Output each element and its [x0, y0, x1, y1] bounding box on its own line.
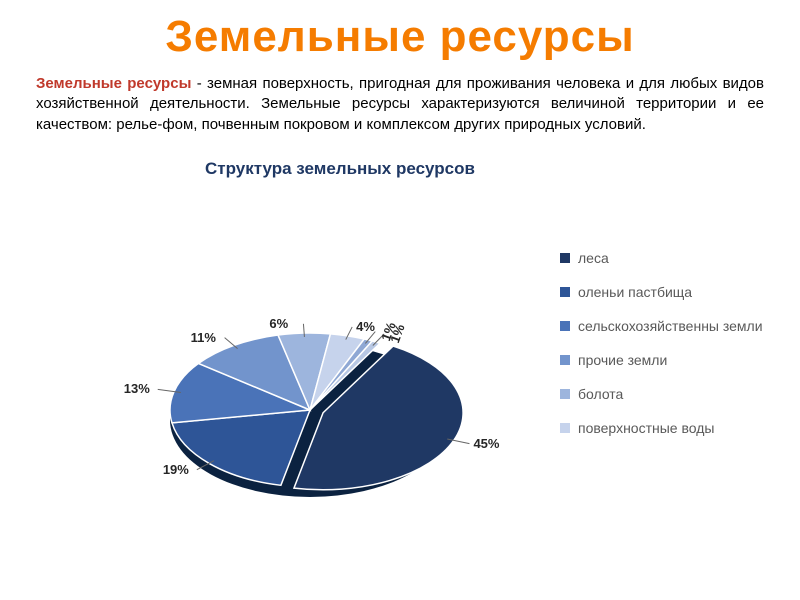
legend-swatch: [560, 321, 570, 331]
legend-item: леса: [560, 250, 790, 266]
legend-item: поверхностные воды: [560, 420, 790, 436]
legend-label: оленьи пастбища: [578, 284, 692, 300]
legend-label: поверхностные воды: [578, 420, 714, 436]
legend-label: болота: [578, 386, 623, 402]
pie-pct-label: 11%: [191, 330, 216, 345]
pie-pct-label: 6%: [269, 316, 288, 331]
legend-item: оленьи пастбища: [560, 284, 790, 300]
legend-item: болота: [560, 386, 790, 402]
legend-swatch: [560, 389, 570, 399]
legend-label: сельскохозяйственны земли: [578, 318, 763, 334]
legend-swatch: [560, 287, 570, 297]
definition-term: Земельные ресурсы: [36, 75, 191, 92]
pie-chart: 45%19%13%11%6%4%1%1%: [160, 260, 460, 560]
legend-item: сельскохозяйственны земли: [560, 318, 790, 334]
legend-label: прочие земли: [578, 352, 667, 368]
legend-item: прочие земли: [560, 352, 790, 368]
legend-swatch: [560, 355, 570, 365]
pie-pct-label: 19%: [163, 462, 189, 477]
pie-pct-label: 13%: [124, 381, 150, 396]
pie-pct-label: 4%: [356, 319, 375, 334]
definition-paragraph: Земельные ресурсы - земная поверхность, …: [0, 62, 800, 139]
chart-title: Структура земельных ресурсов: [0, 159, 800, 179]
page-title: Земельные ресурсы: [0, 0, 800, 62]
legend-swatch: [560, 253, 570, 263]
pie-pct-label: 45%: [473, 436, 499, 451]
legend: леса оленьи пастбища сельскохозяйственны з…: [560, 250, 790, 454]
chart-area: 45%19%13%11%6%4%1%1% лесаоленьи пастбища…: [0, 220, 800, 600]
legend-swatch: [560, 423, 570, 433]
legend-label: леса: [578, 250, 609, 266]
